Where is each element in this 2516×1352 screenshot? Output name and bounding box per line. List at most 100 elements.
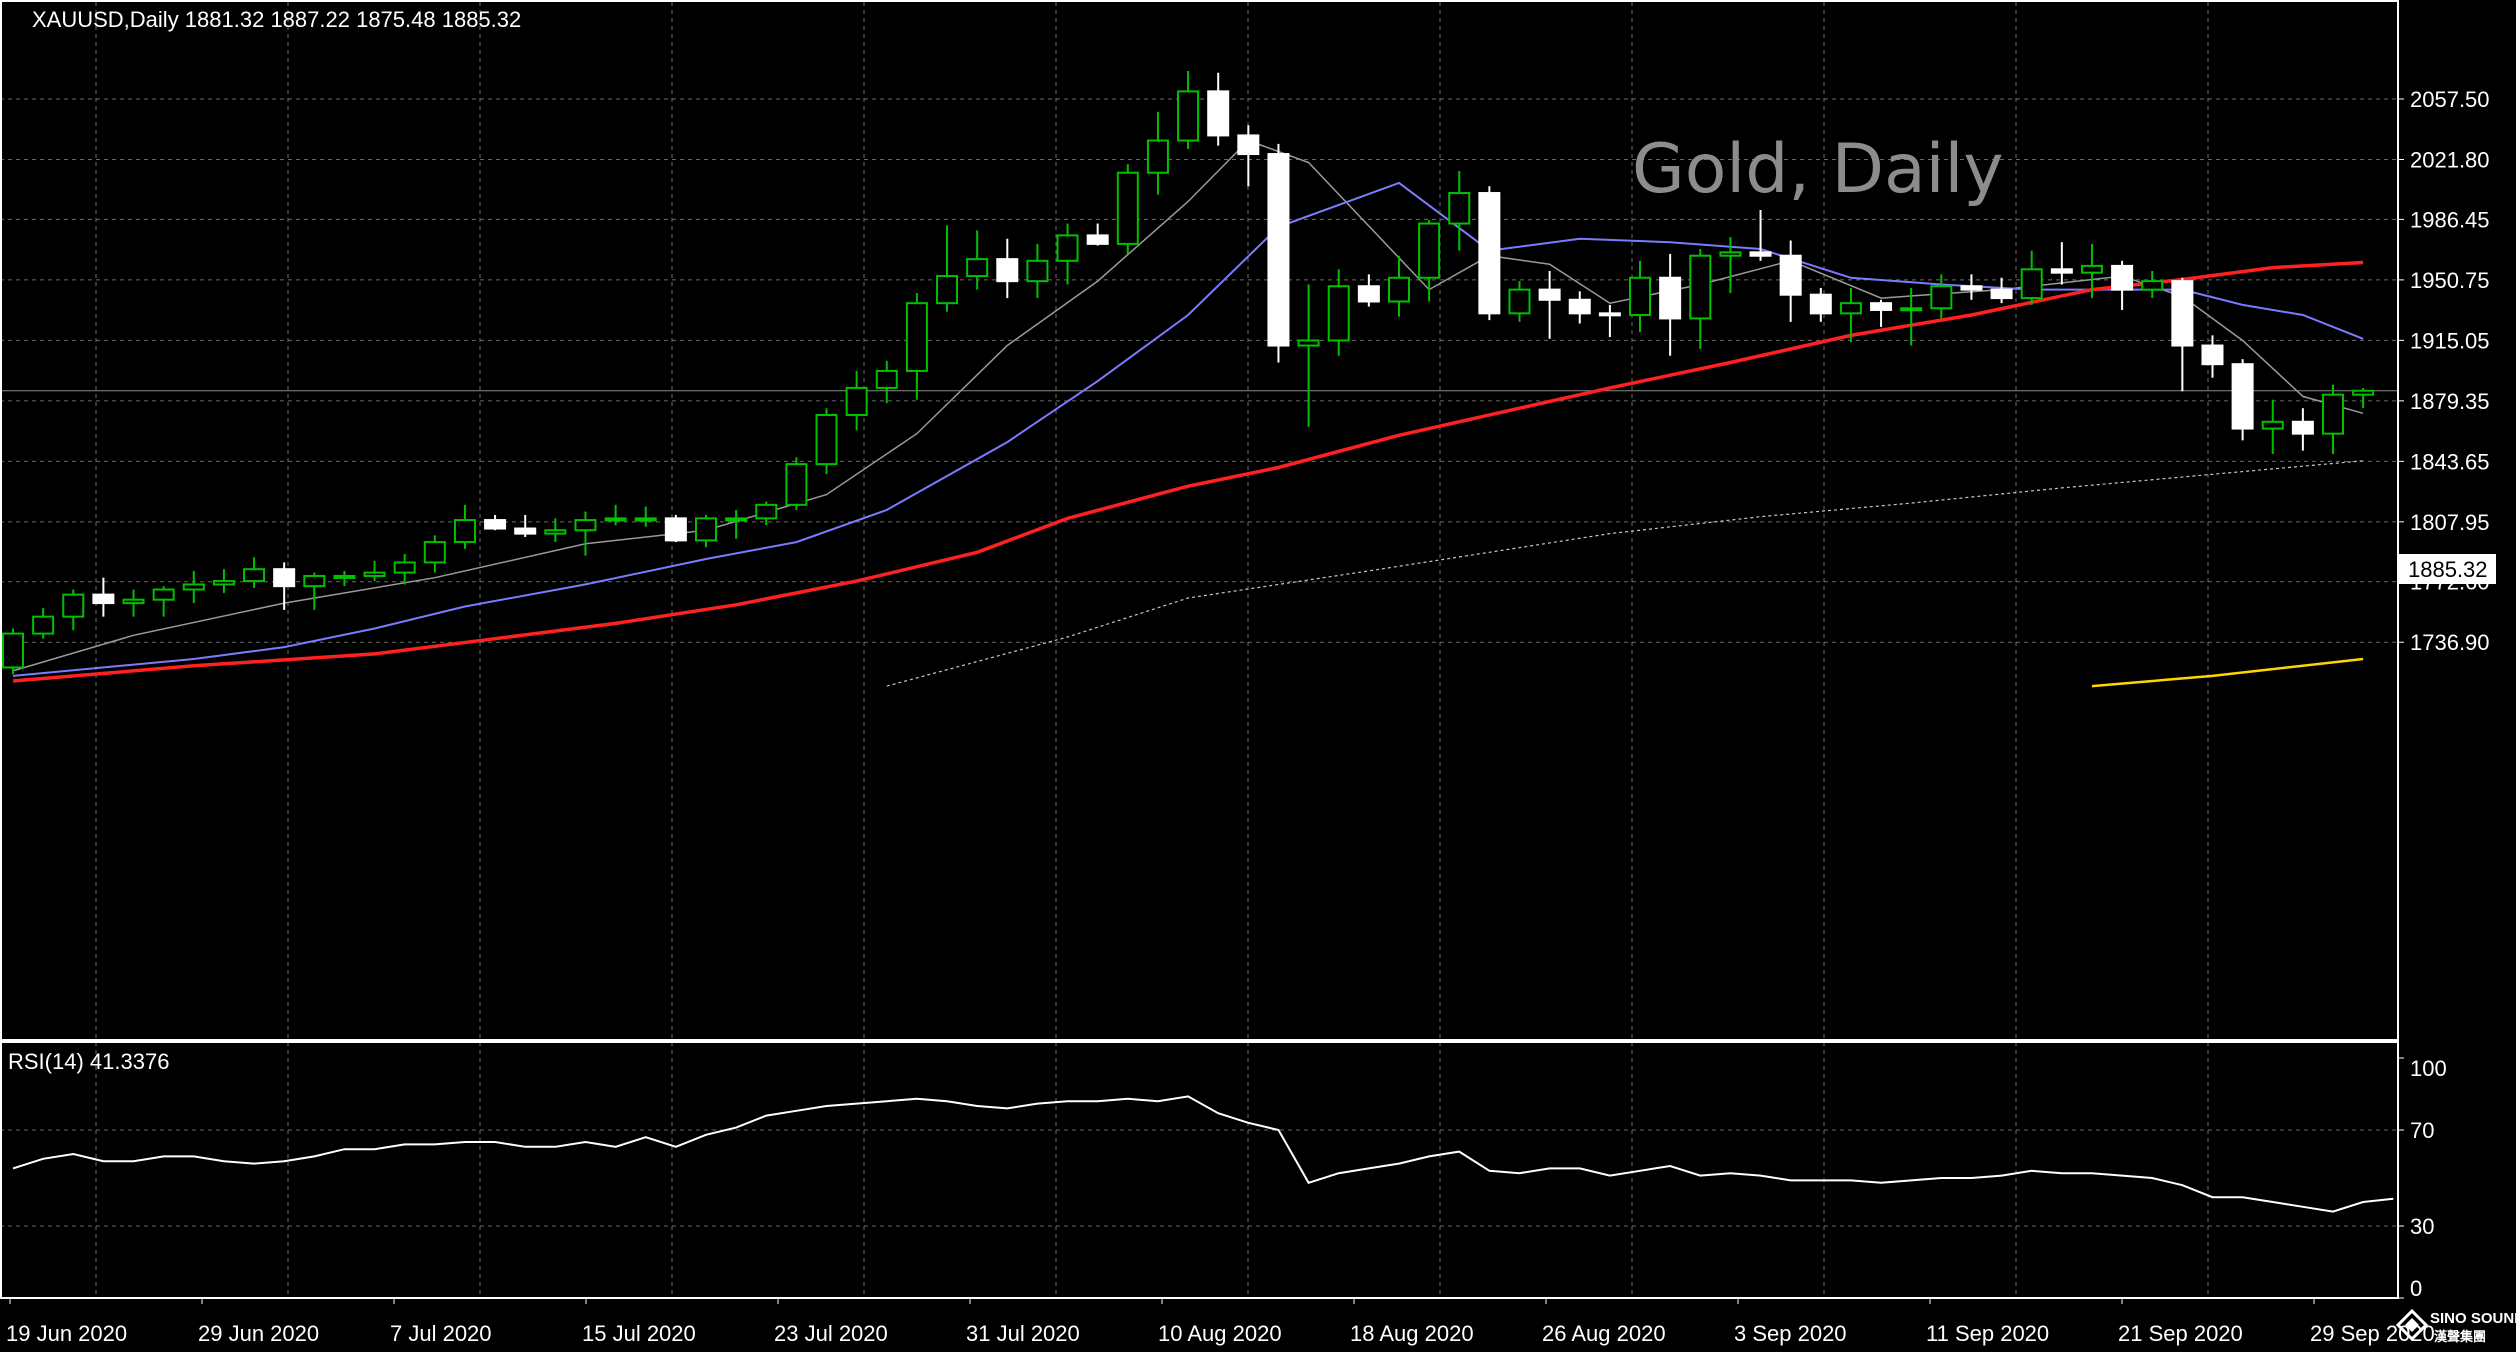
candle bbox=[1086, 223, 1109, 246]
candle bbox=[1237, 125, 1260, 187]
candle-body bbox=[1719, 251, 1742, 257]
rsi-panel bbox=[12, 1095, 2394, 1213]
candle bbox=[514, 514, 537, 538]
x-tick-label: 15 Jul 2020 bbox=[582, 1321, 696, 1346]
candle-body bbox=[1900, 307, 1923, 312]
moving-average-ma-fast bbox=[12, 139, 2364, 672]
rsi-line bbox=[12, 1095, 2394, 1213]
candle bbox=[303, 572, 326, 610]
chart-watermark: Gold, Daily bbox=[1632, 130, 2004, 209]
candle bbox=[1990, 277, 2013, 304]
candle bbox=[574, 511, 597, 556]
candle-body bbox=[393, 561, 416, 574]
candle-body bbox=[2111, 264, 2134, 291]
candle-body bbox=[2261, 420, 2284, 430]
candle bbox=[2, 628, 24, 675]
candle bbox=[725, 509, 748, 539]
candle bbox=[152, 586, 175, 617]
candle bbox=[2171, 277, 2194, 392]
y-tick-label: 1879.35 bbox=[2410, 389, 2490, 414]
candle bbox=[1749, 209, 1772, 261]
candle bbox=[1026, 243, 1049, 299]
candle-body bbox=[1327, 285, 1350, 342]
candle-body bbox=[664, 517, 687, 542]
candle-body bbox=[2020, 268, 2043, 300]
candle bbox=[664, 514, 687, 543]
candle bbox=[1508, 281, 1531, 322]
chart-grid bbox=[0, 2, 2398, 1298]
x-tick-label: 18 Aug 2020 bbox=[1350, 1321, 1474, 1346]
x-tick-label: 7 Jul 2020 bbox=[390, 1321, 492, 1346]
rsi-y-tick-label: 30 bbox=[2410, 1214, 2434, 1239]
candle-body bbox=[1538, 288, 1561, 301]
candle-body bbox=[152, 588, 175, 601]
candle bbox=[1779, 240, 1802, 322]
candle-body bbox=[2, 632, 24, 669]
x-tick-label: 19 Jun 2020 bbox=[6, 1321, 127, 1346]
candle bbox=[1719, 237, 1742, 294]
candle-body bbox=[1508, 288, 1531, 315]
candle-body bbox=[1809, 293, 1832, 315]
current-price-label: 1885.32 bbox=[2408, 557, 2488, 582]
candle-body bbox=[212, 580, 235, 586]
y-tick-label: 1736.90 bbox=[2410, 630, 2490, 655]
y-tick-label: 1807.95 bbox=[2410, 510, 2490, 535]
candle-body bbox=[725, 517, 748, 522]
candle-body bbox=[1267, 153, 1290, 347]
candle-body bbox=[604, 517, 627, 522]
candle bbox=[393, 553, 416, 585]
candle bbox=[32, 608, 55, 639]
candle bbox=[815, 408, 838, 475]
candle-body bbox=[1086, 234, 1109, 245]
candle-body bbox=[1629, 276, 1652, 317]
candle bbox=[62, 589, 85, 631]
candle bbox=[1568, 291, 1591, 324]
candle-body bbox=[815, 414, 838, 466]
candle bbox=[1056, 223, 1079, 285]
sino-sound-logo: SINO SOUND 漢聲集團 bbox=[2395, 1308, 2516, 1344]
candle bbox=[2111, 260, 2134, 310]
candle-body bbox=[1870, 302, 1893, 311]
candle-body bbox=[423, 541, 446, 564]
candle-body bbox=[62, 593, 85, 618]
candle bbox=[845, 370, 868, 431]
candle-body bbox=[453, 519, 476, 544]
candle-body bbox=[2171, 280, 2194, 347]
candle bbox=[122, 589, 145, 617]
candle bbox=[694, 514, 717, 548]
candle bbox=[2141, 270, 2164, 299]
candle bbox=[755, 501, 778, 526]
candle bbox=[1146, 111, 1169, 195]
candle-body bbox=[1598, 312, 1621, 317]
candle bbox=[1207, 72, 1230, 146]
candle bbox=[996, 238, 1019, 299]
candle bbox=[243, 557, 266, 588]
candle-body bbox=[905, 302, 928, 372]
candle-body bbox=[1357, 285, 1380, 303]
x-tick-label: 31 Jul 2020 bbox=[966, 1321, 1080, 1346]
candle bbox=[2020, 250, 2043, 305]
candle bbox=[966, 230, 989, 290]
x-tick-label: 29 Jun 2020 bbox=[198, 1321, 319, 1346]
candle-body bbox=[2141, 280, 2164, 291]
candle-body bbox=[32, 615, 55, 635]
candle-body bbox=[1448, 192, 1471, 225]
candle bbox=[1689, 248, 1712, 349]
candle bbox=[1598, 304, 1621, 338]
candle bbox=[1809, 287, 1832, 322]
candle-body bbox=[273, 568, 296, 588]
candle bbox=[2291, 408, 2314, 451]
candle-body bbox=[1387, 276, 1410, 303]
candle-body bbox=[514, 527, 537, 535]
main-panel-border bbox=[0, 0, 2399, 1041]
candle-body bbox=[92, 593, 115, 605]
candle bbox=[484, 514, 507, 531]
logo-sub: 漢聲集團 bbox=[2434, 1329, 2486, 1344]
candle-body bbox=[484, 519, 507, 530]
y-tick-label: 1950.75 bbox=[2410, 268, 2490, 293]
candle bbox=[936, 225, 959, 312]
y-tick-label: 1915.05 bbox=[2410, 328, 2490, 353]
candle-body bbox=[1418, 222, 1441, 279]
rsi-y-tick-label: 0 bbox=[2410, 1276, 2422, 1301]
candle bbox=[1629, 260, 1652, 332]
